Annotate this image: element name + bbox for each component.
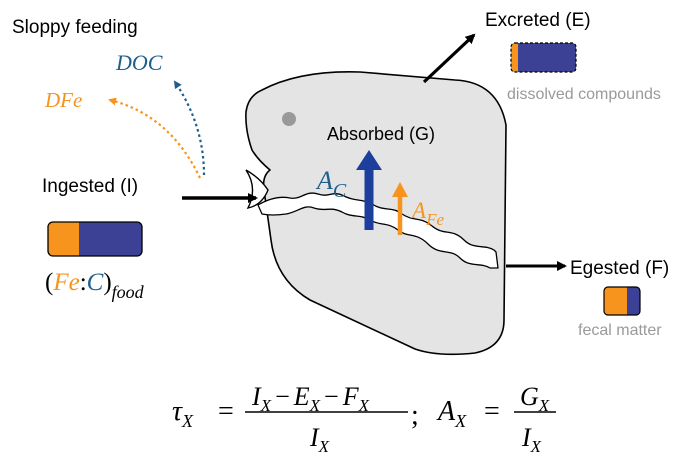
egested-label: Egested (F) (570, 258, 669, 279)
absorption-iron-label: AFe (410, 198, 444, 229)
excreted-label: Excreted (E) (485, 10, 591, 31)
excreted-ratio-bar (510, 42, 577, 73)
absorbed-carbon-arrowhead (356, 150, 382, 170)
egested-ratio-bar (603, 286, 641, 316)
absorption-carbon-label: AC (315, 166, 347, 202)
a-symbol: AX (436, 396, 467, 431)
semicolon: ; (411, 400, 419, 431)
dissolved-compounds-label: dissolved compounds (507, 86, 661, 103)
equation: τX = IX − EX − FX IX ; AX = GX IX (172, 382, 556, 456)
mouth (245, 169, 269, 209)
fecal-matter-label: fecal matter (578, 322, 662, 339)
numerator-1: IX − EX − FX (251, 382, 370, 415)
doc-arrow (173, 80, 206, 176)
ingested-label: Ingested (I) (42, 176, 138, 197)
absorbed-label: Absorbed (G) (327, 124, 435, 144)
denominator-1: IX (309, 423, 330, 456)
denominator-2: IX (521, 423, 542, 456)
sloppy-feeding-label: Sloppy feeding (12, 17, 138, 38)
eye-dot (282, 112, 296, 126)
tau-symbol: τX (172, 396, 194, 431)
excretion-arrow (422, 33, 476, 84)
equals-2: = (484, 396, 500, 427)
dfe-arrow (108, 97, 201, 179)
gut-channel (257, 192, 499, 269)
food-ratio-bar (47, 221, 143, 257)
dfe-label: DFe (44, 88, 82, 112)
doc-label: DOC (115, 50, 163, 75)
numerator-2: GX (520, 382, 550, 415)
absorbed-iron-arrowhead (392, 182, 408, 197)
food-ratio-label: (Fe:C)food (45, 269, 145, 302)
equals-1: = (218, 396, 234, 427)
